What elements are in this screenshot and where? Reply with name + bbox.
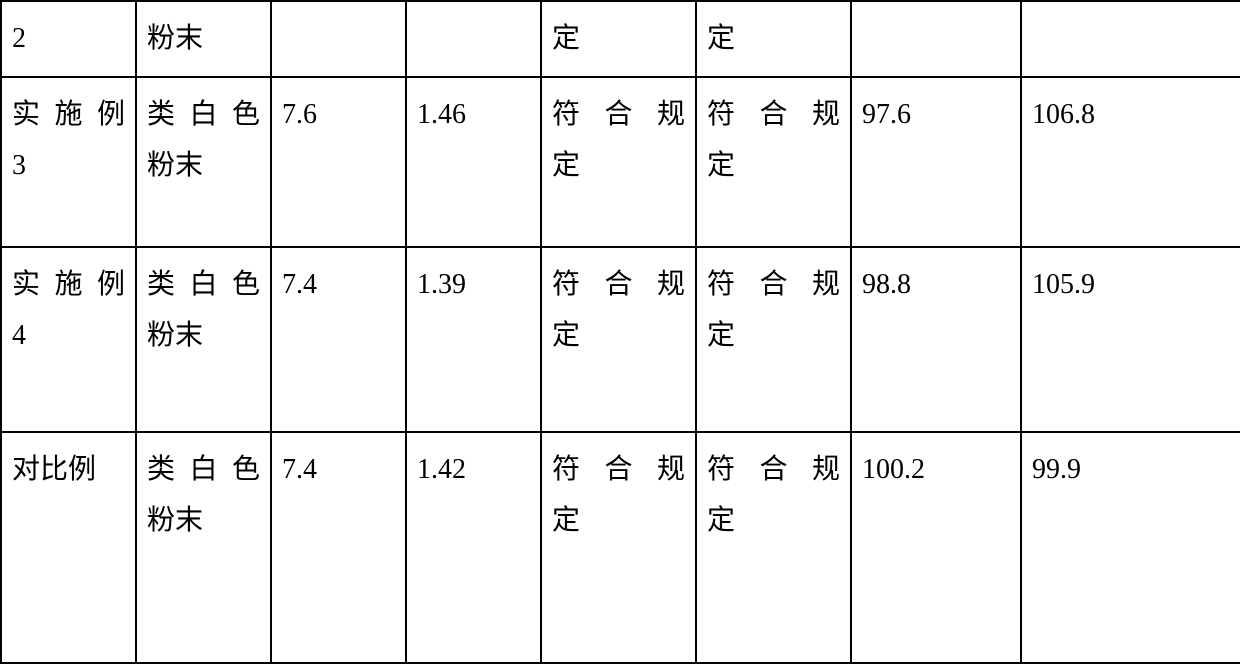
cell-text: 7.4	[282, 269, 317, 300]
cell-line1: 符 合 规	[707, 445, 840, 495]
cell-text: 定	[707, 23, 735, 54]
cell-text: 1.42	[417, 454, 466, 485]
cell-r3-c1: 对比例	[1, 432, 136, 663]
table-row: 对比例 类 白 色 粉末 7.4 1.42 符 合 规 定 符 合 规 定 10…	[1, 432, 1240, 663]
cell-r3-c7: 100.2	[851, 432, 1021, 663]
cell-r3-c6: 符 合 规 定	[696, 432, 851, 663]
cell-line1: 实 施 例	[12, 260, 125, 310]
cell-line2: 3	[12, 141, 125, 191]
cell-r2-c7: 98.8	[851, 247, 1021, 432]
cell-r1-c7: 97.6	[851, 77, 1021, 247]
cell-text: 98.8	[862, 269, 911, 300]
cell-r2-c5: 符 合 规 定	[541, 247, 696, 432]
cell-r2-c8: 105.9	[1021, 247, 1240, 432]
cell-r1-c3: 7.6	[271, 77, 406, 247]
cell-line1: 符 合 规	[707, 90, 840, 140]
cell-r0-c1: 2	[1, 1, 136, 77]
cell-r0-c6: 定	[696, 1, 851, 77]
cell-line2: 定	[707, 141, 840, 191]
cell-r2-c4: 1.39	[406, 247, 541, 432]
cell-r0-c5: 定	[541, 1, 696, 77]
cell-text: 7.4	[282, 454, 317, 485]
cell-r3-c8: 99.9	[1021, 432, 1240, 663]
cell-line1: 类 白 色	[147, 445, 260, 495]
cell-r3-c4: 1.42	[406, 432, 541, 663]
cell-r2-c2: 类 白 色 粉末	[136, 247, 271, 432]
cell-line1: 符 合 规	[552, 90, 685, 140]
data-table: 2 粉末 定 定 实 施 例 3 类 白 色 粉末 7.6 1.46 符 合 规…	[0, 0, 1240, 664]
cell-line1: 符 合 规	[552, 260, 685, 310]
cell-text: 106.8	[1032, 99, 1095, 130]
cell-line2: 定	[552, 311, 685, 361]
cell-text: 105.9	[1032, 269, 1095, 300]
cell-r1-c5: 符 合 规 定	[541, 77, 696, 247]
cell-line2: 4	[12, 311, 125, 361]
cell-line2: 定	[552, 141, 685, 191]
cell-line2: 定	[707, 311, 840, 361]
cell-r3-c2: 类 白 色 粉末	[136, 432, 271, 663]
table-row: 实 施 例 3 类 白 色 粉末 7.6 1.46 符 合 规 定 符 合 规 …	[1, 77, 1240, 247]
cell-line2: 定	[552, 496, 685, 546]
cell-r2-c3: 7.4	[271, 247, 406, 432]
cell-r0-c2: 粉末	[136, 1, 271, 77]
cell-r1-c6: 符 合 规 定	[696, 77, 851, 247]
cell-text: 1.39	[417, 269, 466, 300]
table-row: 2 粉末 定 定	[1, 1, 1240, 77]
cell-text: 粉末	[147, 23, 203, 54]
cell-r0-c4	[406, 1, 541, 77]
cell-line2: 粉末	[147, 496, 260, 546]
cell-line2: 粉末	[147, 141, 260, 191]
cell-r0-c7	[851, 1, 1021, 77]
cell-text: 定	[552, 23, 580, 54]
cell-text: 1.46	[417, 99, 466, 130]
cell-text: 对比例	[12, 454, 96, 485]
cell-text: 97.6	[862, 99, 911, 130]
cell-r1-c1: 实 施 例 3	[1, 77, 136, 247]
cell-line1: 符 合 规	[552, 445, 685, 495]
cell-r0-c3	[271, 1, 406, 77]
cell-r1-c4: 1.46	[406, 77, 541, 247]
cell-r1-c2: 类 白 色 粉末	[136, 77, 271, 247]
cell-text: 99.9	[1032, 454, 1081, 485]
cell-r0-c8	[1021, 1, 1240, 77]
table-row: 实 施 例 4 类 白 色 粉末 7.4 1.39 符 合 规 定 符 合 规 …	[1, 247, 1240, 432]
cell-line1: 类 白 色	[147, 260, 260, 310]
cell-r3-c5: 符 合 规 定	[541, 432, 696, 663]
cell-line2: 粉末	[147, 311, 260, 361]
cell-r1-c8: 106.8	[1021, 77, 1240, 247]
cell-r3-c3: 7.4	[271, 432, 406, 663]
cell-r2-c6: 符 合 规 定	[696, 247, 851, 432]
cell-line1: 类 白 色	[147, 90, 260, 140]
cell-r2-c1: 实 施 例 4	[1, 247, 136, 432]
cell-line1: 实 施 例	[12, 90, 125, 140]
cell-text: 100.2	[862, 454, 925, 485]
cell-line2: 定	[707, 496, 840, 546]
data-table-container: 2 粉末 定 定 实 施 例 3 类 白 色 粉末 7.6 1.46 符 合 规…	[0, 0, 1240, 646]
cell-line1: 符 合 规	[707, 260, 840, 310]
cell-text: 7.6	[282, 99, 317, 130]
cell-text: 2	[12, 23, 26, 54]
